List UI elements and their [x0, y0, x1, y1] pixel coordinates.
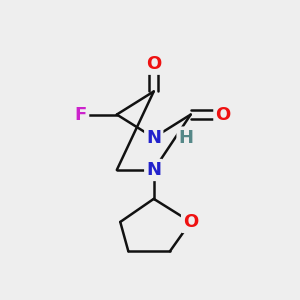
Text: H: H [178, 129, 194, 147]
Text: O: O [215, 106, 231, 124]
Text: O: O [146, 55, 161, 73]
Text: O: O [183, 213, 198, 231]
Text: N: N [146, 129, 161, 147]
Text: F: F [75, 106, 87, 124]
Text: N: N [146, 161, 161, 179]
